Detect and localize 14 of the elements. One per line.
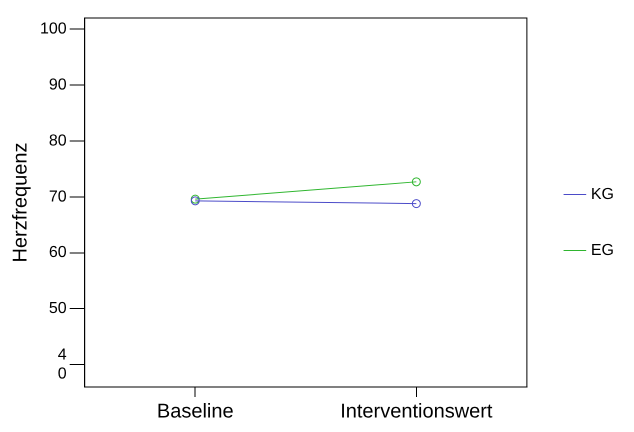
x-tick-label: Interventionswert: [340, 400, 493, 423]
y-tick-label: 70: [48, 188, 67, 206]
y-tick-label: 60: [48, 244, 67, 262]
point: [412, 199, 421, 208]
y-tick-label: 50: [48, 300, 67, 318]
x-tick-label: Baseline: [156, 400, 234, 423]
y-tick-label: 100: [40, 20, 67, 38]
legend-label: EG: [590, 242, 614, 259]
y-tick-label: 80: [48, 132, 67, 150]
y-tick-label: 90: [48, 76, 67, 94]
legend-label: KG: [590, 186, 614, 203]
y-axis-title: Herzfrequenz: [10, 142, 32, 263]
point: [412, 177, 421, 186]
y-tick-label: 4 0: [58, 346, 67, 383]
